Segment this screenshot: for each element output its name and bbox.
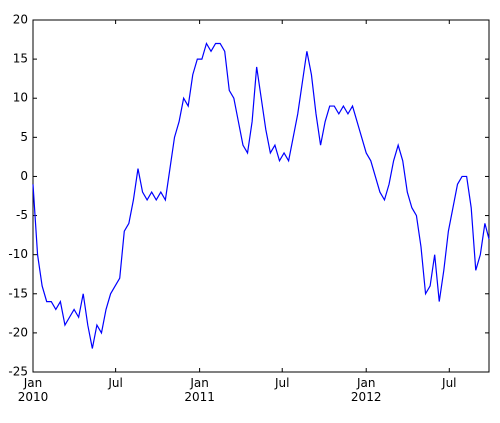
plot-frame	[32, 19, 490, 373]
line	[32, 41, 490, 349]
y-tick-label: -10	[8, 247, 28, 261]
x-tick-label: Jan 2011	[184, 376, 215, 404]
y-tick-label: 10	[13, 91, 28, 105]
y-tick-label: 15	[13, 52, 28, 66]
y-tick-label: -5	[16, 208, 28, 222]
y-tick-label: -15	[8, 286, 28, 300]
y-tick-label: 20	[13, 13, 28, 27]
x-tick-label: Jan 2012	[350, 376, 382, 404]
x-tick-label: Jan 2010	[17, 376, 49, 404]
x-tick-label: Jul	[274, 376, 290, 390]
y-tick-label: -25	[8, 365, 28, 379]
y-tick-label: 5	[20, 130, 28, 144]
y-tick-label: 0	[20, 169, 28, 183]
x-tick-label: Jul	[108, 376, 123, 390]
x-tick-label: Jul	[442, 376, 457, 390]
y-tick-label: -20	[8, 325, 28, 339]
